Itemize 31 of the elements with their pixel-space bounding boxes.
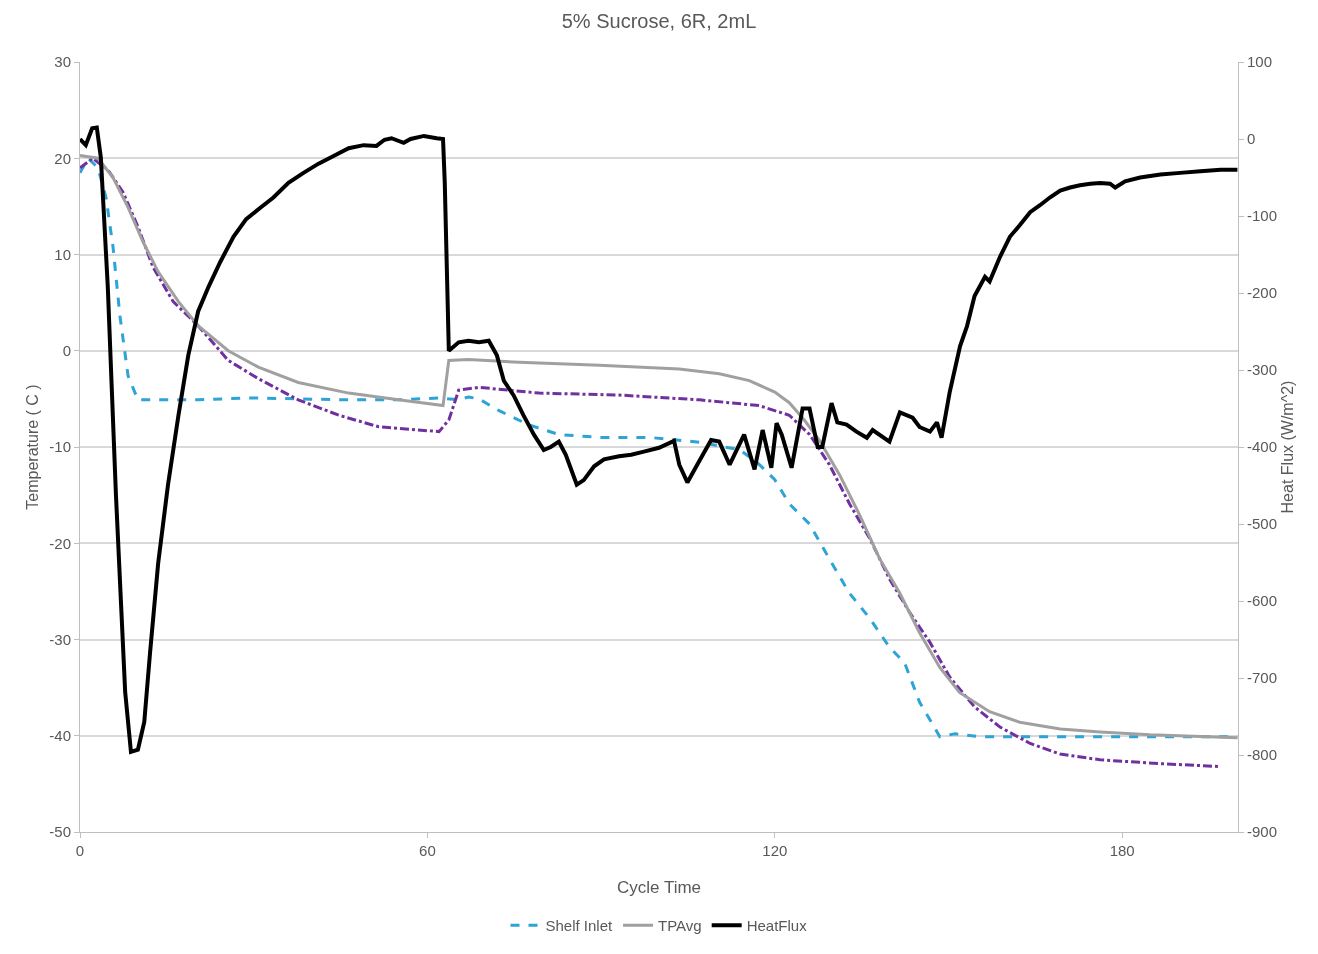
- x-tick-label: 60: [419, 842, 436, 859]
- x-tick-label: 0: [75, 842, 85, 859]
- y2-tick-label: 100: [1247, 53, 1273, 71]
- y2-tick-label: -600: [1247, 592, 1278, 610]
- y-tick-label: 0: [62, 342, 71, 359]
- legend-label: TPAvg: [658, 917, 702, 935]
- x-tick-label: 180: [1109, 842, 1135, 859]
- y2-tick-label: -200: [1247, 284, 1278, 302]
- y2-tick-label: -500: [1247, 515, 1278, 533]
- y-tick-label: 30: [54, 53, 71, 71]
- chart-title: 5% Sucrose, 6R, 2mL: [561, 10, 757, 33]
- y2-tick-label: -300: [1247, 361, 1278, 379]
- y-tick-label: -10: [49, 438, 71, 456]
- y2-tick-label: -700: [1247, 669, 1278, 687]
- x-tick-label: 120: [762, 842, 788, 859]
- legend-label: HeatFlux: [746, 917, 808, 935]
- y-tick-label: 10: [54, 245, 71, 263]
- y2-tick-label: 0: [1247, 130, 1256, 148]
- y2-tick-label: -900: [1247, 823, 1278, 841]
- legend-label: Shelf Inlet: [545, 917, 614, 935]
- y-tick-label: -20: [49, 534, 71, 552]
- y2-tick-label: -800: [1247, 746, 1278, 764]
- y2-axis-title: Heat Flux (W/m^2): [1279, 380, 1297, 514]
- y2-tick-label: -400: [1247, 438, 1278, 456]
- y-axis-title: Temperature ( C ): [24, 384, 41, 510]
- y-tick-label: -30: [49, 630, 71, 648]
- y-tick-label: -50: [49, 823, 71, 841]
- y-tick-label: 20: [54, 149, 71, 167]
- y2-tick-label: -100: [1247, 207, 1278, 225]
- y-tick-label: -40: [49, 727, 71, 744]
- x-axis-title: Cycle Time: [616, 878, 702, 897]
